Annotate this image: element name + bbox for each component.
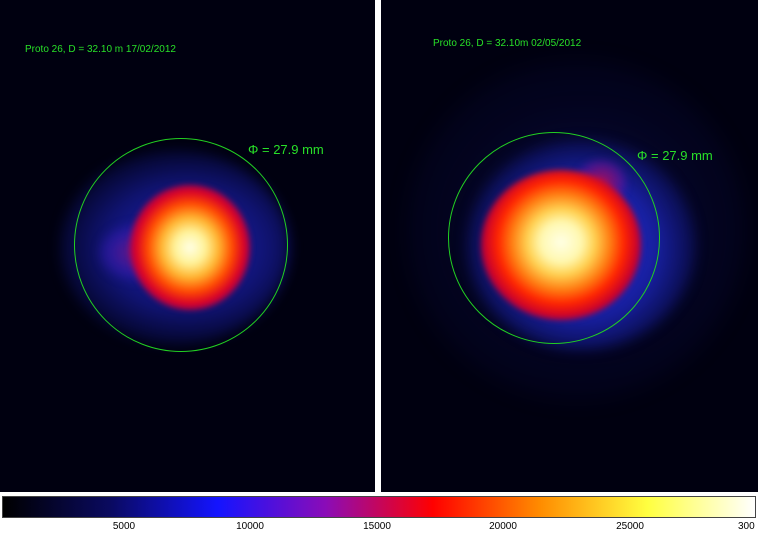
beam-image-left: Proto 26, D = 32.10 m 17/02/2012 Φ = 27.… (0, 0, 375, 492)
colorbar-tick: 5000 (112, 521, 136, 532)
image-caption: Proto 26, D = 32.10 m 17/02/2012 (25, 44, 176, 55)
colorbar-tick: 20000 (489, 521, 517, 532)
beam-image-right: Proto 26, D = 32.10m 02/05/2012 Φ = 27.9… (381, 0, 758, 492)
colorbar-tick: 25000 (616, 521, 644, 532)
colorbar-tick: 300 (738, 521, 755, 532)
colorbar-tick: 15000 (363, 521, 391, 532)
image-caption: Proto 26, D = 32.10m 02/05/2012 (433, 38, 582, 49)
colorbar-tick: 10000 (236, 521, 264, 532)
diameter-label: Φ = 27.9 mm (248, 142, 324, 157)
diameter-label: Φ = 27.9 mm (637, 148, 713, 163)
diameter-circle (74, 138, 288, 352)
intensity-colorbar (2, 496, 756, 518)
diameter-circle (448, 132, 660, 344)
colorbar-tick-labels: 5000 10000 15000 20000 25000 300 (0, 521, 758, 541)
